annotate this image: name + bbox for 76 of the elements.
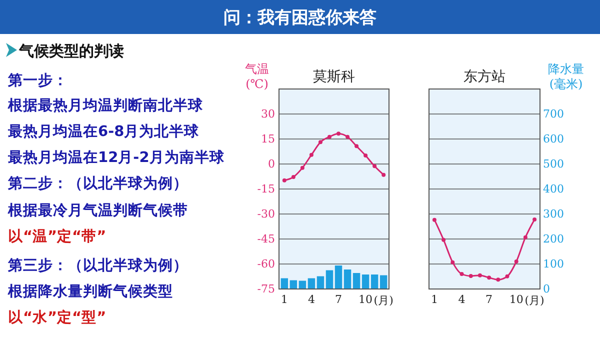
y-tick-label: 30 [261, 108, 275, 121]
x-tick-label: 10 [509, 292, 524, 306]
y-tick-label: -15 [257, 182, 275, 196]
x-tick-label: 10 [358, 292, 373, 306]
text: 第一步： [7, 72, 68, 89]
y2-tick-label: 700 [543, 108, 564, 121]
x-tick-label: 4 [308, 292, 315, 306]
point [505, 274, 510, 278]
point [514, 260, 518, 264]
text: 根据降水量判断气候类型 [7, 283, 173, 300]
point [282, 178, 286, 182]
bar [316, 276, 324, 289]
point [354, 144, 359, 148]
x-axis-title: (月) [524, 294, 544, 307]
y2-tick-label: 0 [543, 282, 550, 296]
text: 气候类型的判读 [18, 42, 124, 60]
y2-tick-label: 400 [543, 182, 564, 196]
x-tick-label: 1 [280, 292, 288, 306]
text: 以“水”定“型” [8, 308, 106, 326]
text: 根据最热月均温判断南北半球 [7, 97, 204, 114]
point [460, 272, 464, 276]
y2-axis-title: 降水量(毫米) [548, 62, 584, 91]
point [523, 235, 528, 240]
point [318, 140, 322, 144]
text: 以“温”定“带” [8, 227, 106, 245]
point [468, 274, 473, 278]
chart-title: 莫斯科 [313, 69, 355, 85]
text: 第二步：（以北半球为例） [7, 175, 188, 192]
point [382, 172, 386, 177]
x-tick-label: 7 [486, 292, 493, 306]
y-tick-label: -30 [257, 208, 275, 221]
bar [308, 278, 316, 289]
y2-tick-label: 300 [543, 208, 564, 221]
y-tick-label: -60 [257, 258, 275, 271]
chart-title: 东方站 [464, 69, 506, 85]
y-tick-label: -75 [257, 282, 275, 296]
bar [334, 266, 342, 289]
bar [380, 275, 388, 289]
point [346, 134, 350, 139]
point [496, 278, 500, 282]
point [336, 132, 341, 136]
x-tick-label: 7 [335, 292, 342, 306]
y2-tick-label: 500 [543, 158, 564, 171]
bar [370, 274, 378, 289]
bar [362, 274, 370, 289]
x-tick-label: 4 [458, 292, 466, 306]
point [432, 218, 436, 222]
point [372, 164, 377, 168]
bar [344, 270, 352, 289]
y2-tick-label: 200 [543, 232, 564, 246]
point [364, 154, 368, 158]
point [442, 238, 446, 242]
y2-tick-label: 100 [543, 258, 564, 271]
y2-tick-label: 600 [543, 132, 564, 146]
point [478, 273, 482, 278]
text: 第三步：（以北半球为例） [7, 257, 188, 274]
point [291, 175, 296, 179]
point [309, 152, 314, 157]
point [300, 166, 304, 170]
bar [280, 278, 288, 289]
text: 问：我有困惑你来答 [224, 8, 376, 28]
text: 最热月均温在12月-2月为南半球 [7, 149, 226, 166]
y-axis-title: 气温(℃) [245, 62, 269, 91]
point [327, 134, 332, 139]
text: 最热月均温在6-8月为北半球 [7, 123, 200, 140]
point [450, 260, 455, 264]
y-tick-label: 0 [268, 158, 275, 171]
x-tick-label: 1 [430, 292, 438, 306]
bar [352, 273, 360, 289]
x-axis-title: (月) [374, 294, 394, 307]
bar [326, 270, 334, 289]
text: 根据最冷月气温判断气候带 [7, 202, 188, 219]
point [487, 276, 492, 280]
y-tick-label: 15 [261, 132, 275, 146]
y-tick-label: -45 [257, 232, 275, 246]
point [532, 218, 537, 222]
